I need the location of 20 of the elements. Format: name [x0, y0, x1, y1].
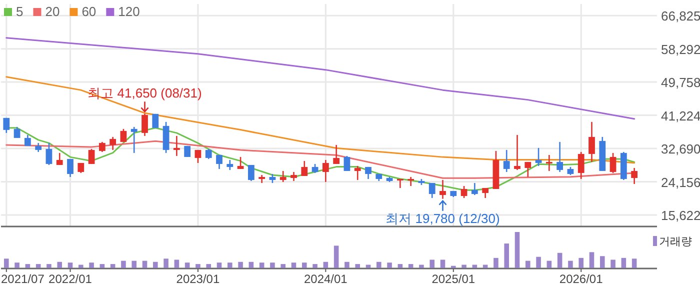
xtick-label: 2026/01 — [559, 272, 603, 286]
legend-label: 5 — [16, 4, 24, 19]
ytick-label: 41,224 — [661, 108, 700, 124]
ytick-label: 32,690 — [661, 142, 700, 157]
xtick-label: 2022/01 — [48, 272, 92, 286]
legend-label: 20 — [45, 4, 60, 19]
ytick-label: 49,758 — [661, 75, 700, 90]
xtick-label: 2021/07 — [1, 272, 44, 286]
ytick-label: 24,156 — [661, 174, 700, 190]
ytick-label: 58,292 — [661, 42, 700, 57]
legend-label: 120 — [118, 4, 140, 19]
xtick-label: 2023/01 — [176, 272, 220, 286]
xtick-label: 2025/01 — [432, 272, 476, 286]
annotation: 최저 19,780 (12/30) — [386, 210, 500, 226]
legend-label: 거래량 — [659, 236, 692, 248]
ytick-label: 15,622 — [661, 208, 700, 223]
annotation: 최고 41,650 (08/31) — [88, 86, 202, 101]
ytick-label: 66,825 — [661, 8, 700, 24]
legend-label: 60 — [82, 4, 96, 19]
xtick-label: 2024/01 — [304, 272, 348, 286]
